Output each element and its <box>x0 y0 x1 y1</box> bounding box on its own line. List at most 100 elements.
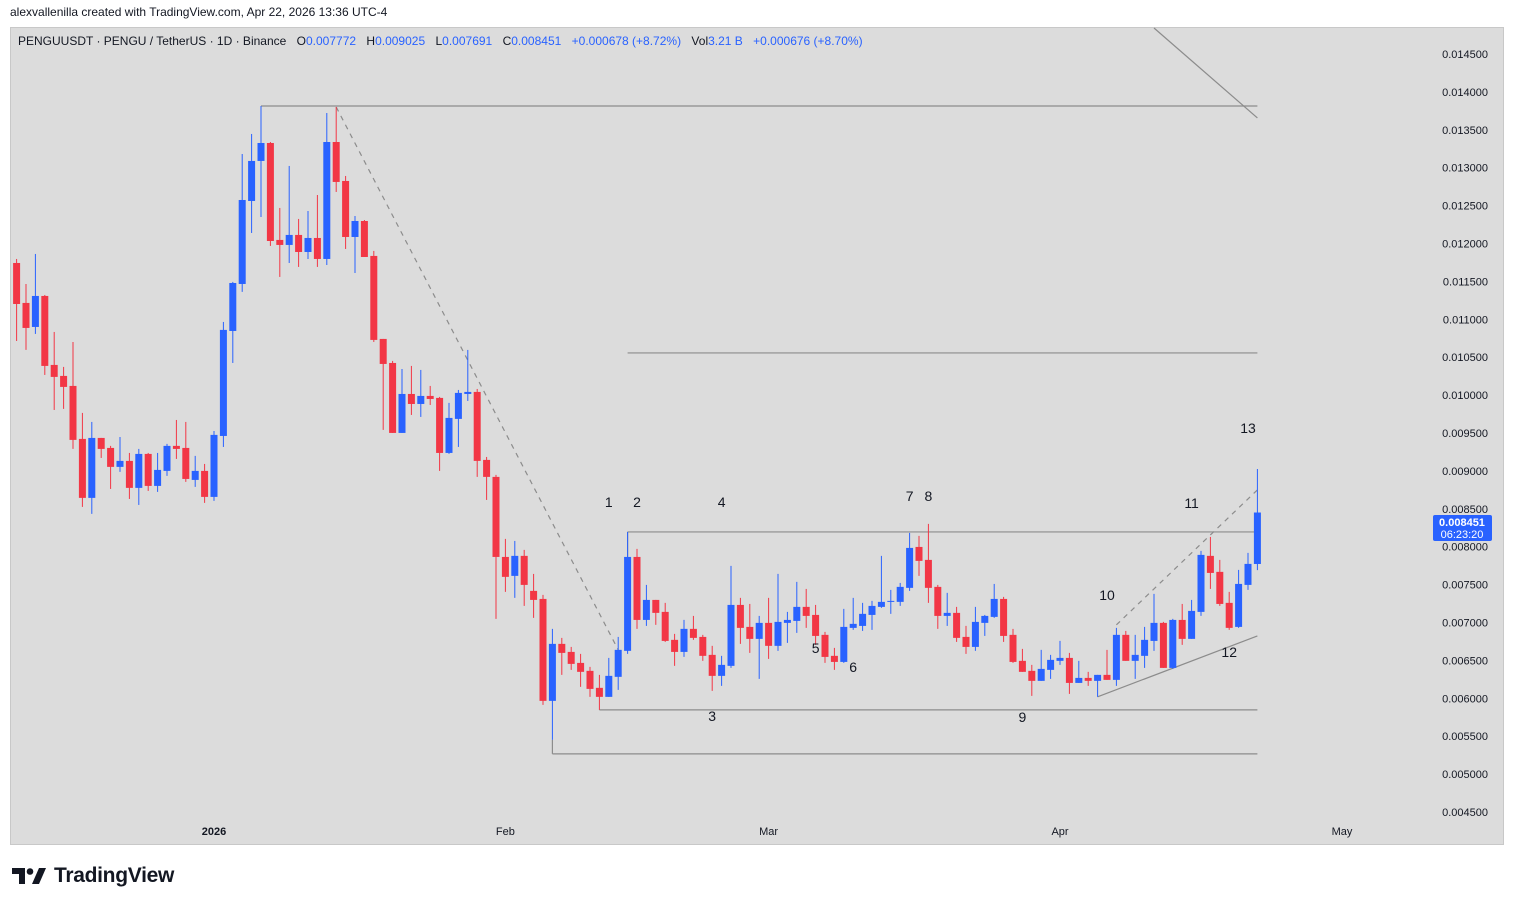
candle-down <box>201 463 209 503</box>
candle-body <box>257 142 265 161</box>
candle-up <box>1197 550 1205 616</box>
candle-body <box>1056 657 1064 661</box>
candle-body <box>1244 563 1252 585</box>
candle-down <box>765 597 773 659</box>
price-tick-label: 0.012500 <box>1442 201 1488 213</box>
candle-down <box>924 523 932 603</box>
candle-down <box>736 597 744 644</box>
candle-body <box>915 546 923 561</box>
candle-up <box>191 455 199 487</box>
candle-down <box>144 452 152 491</box>
candle-down <box>107 445 115 489</box>
candle-down <box>671 633 679 666</box>
candle-up <box>351 215 359 273</box>
candle-body <box>586 670 594 689</box>
candle-body <box>248 160 256 201</box>
wave-count-label: 9 <box>1019 709 1027 725</box>
candle-down <box>389 360 397 433</box>
candle-body <box>97 437 105 449</box>
candle-body <box>313 237 321 259</box>
symbol-info[interactable]: PENGUUSDT · PENGU / TetherUS · 1D · Bina… <box>18 34 287 48</box>
price-tick-label: 0.005500 <box>1442 731 1488 743</box>
volume-value: 3.21 B <box>708 34 743 48</box>
candle-body <box>708 654 716 676</box>
trend-line[interactable] <box>1153 27 1258 119</box>
chart-pane[interactable] <box>10 27 1504 845</box>
candle-up <box>154 452 162 492</box>
candle-body <box>31 295 39 327</box>
candle-body <box>906 547 914 588</box>
candle-down <box>1084 671 1092 686</box>
close-value: 0.008451 <box>511 34 562 48</box>
candle-down <box>22 283 30 350</box>
candle-body <box>924 559 932 588</box>
candle-body <box>558 643 566 653</box>
price-axis: 0.014500 0.014000 0.013500 0.013000 0.012500… <box>1442 49 1488 819</box>
candle-body <box>1018 660 1026 672</box>
candle-body <box>765 622 773 646</box>
candle-body <box>107 447 115 467</box>
price-tick-label: 0.009000 <box>1442 466 1488 478</box>
wave-count-label: 6 <box>849 659 857 675</box>
candle-body <box>13 262 21 304</box>
candle-body <box>389 362 397 433</box>
candle-down <box>342 175 350 249</box>
candle-body <box>60 375 68 387</box>
tradingview-logo[interactable]: TradingView <box>12 864 174 888</box>
candle-body <box>539 598 547 701</box>
candle-body <box>953 612 961 638</box>
price-badge-bg <box>1433 515 1492 541</box>
candle-body <box>332 142 340 182</box>
candle-up <box>755 615 763 679</box>
candle-body <box>266 142 274 241</box>
candles-layer <box>13 105 1261 740</box>
candle-body <box>1047 659 1055 670</box>
candle-up <box>887 589 895 614</box>
candle-up <box>877 555 885 608</box>
candle-down <box>97 437 105 458</box>
candle-body <box>436 397 444 453</box>
candle-body <box>304 237 312 252</box>
trend-line[interactable] <box>1097 635 1258 698</box>
trend-line[interactable] <box>335 106 619 651</box>
candle-down <box>182 421 190 482</box>
candle-up <box>398 368 406 433</box>
candle-up <box>1188 599 1196 639</box>
candle-body <box>1235 583 1243 627</box>
candle-body <box>238 199 246 284</box>
candle-body <box>144 453 152 486</box>
price-tick-label: 0.006500 <box>1442 655 1488 667</box>
candle-body <box>868 605 876 615</box>
candle-down <box>802 588 810 628</box>
candle-body <box>1178 619 1186 639</box>
candle-up <box>1235 569 1243 628</box>
volume-change-value: +0.000676 (+8.70%) <box>753 34 863 48</box>
candle-down <box>501 538 509 592</box>
candle-body <box>1094 674 1102 681</box>
candle-up <box>868 600 876 630</box>
candle-down <box>313 194 321 267</box>
volume-label: Vol <box>691 34 709 48</box>
candle-body <box>830 655 838 662</box>
trend-line[interactable] <box>1115 489 1258 626</box>
candle-up <box>511 540 519 598</box>
candle-up <box>1047 654 1055 679</box>
candle-up <box>981 614 989 636</box>
candle-down <box>1009 628 1017 663</box>
chart-credit: alexvallenilla created with TradingView.… <box>10 5 388 19</box>
candle-body <box>1037 668 1045 681</box>
candle-up <box>454 389 462 447</box>
candle-body <box>812 614 820 636</box>
candle-body <box>464 391 472 394</box>
candle-down <box>830 647 838 670</box>
candle-down <box>595 674 603 710</box>
candle-up <box>774 573 782 651</box>
candle-down <box>746 603 754 653</box>
candle-up <box>285 165 293 263</box>
candle-down <box>539 594 547 705</box>
candle-up <box>1253 469 1261 571</box>
candle-down <box>915 535 923 576</box>
candle-down <box>520 549 528 606</box>
candle-body <box>285 234 293 245</box>
